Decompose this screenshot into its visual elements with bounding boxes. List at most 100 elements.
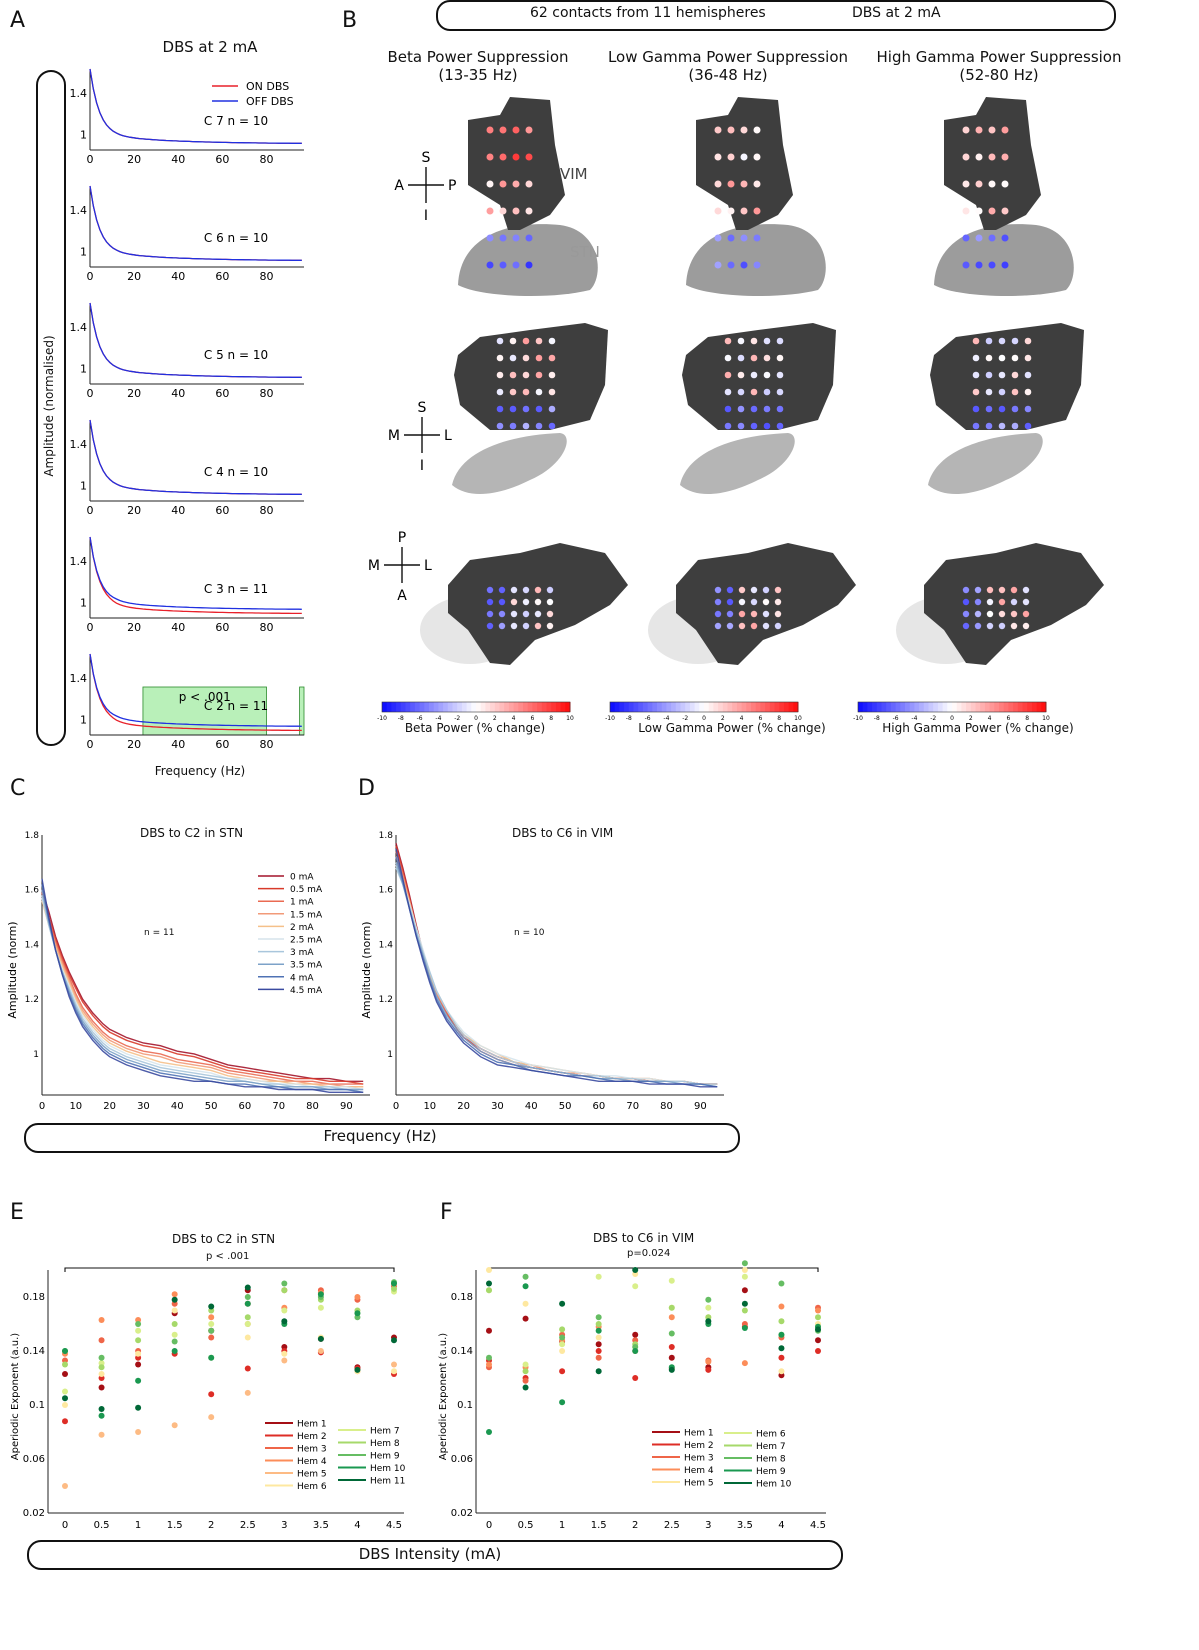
xtick-label: 3 <box>705 1520 711 1531</box>
colorbar-segment <box>727 702 733 712</box>
legend-label: Hem 9 <box>756 1467 786 1477</box>
contact-point <box>724 371 732 379</box>
colorbar-tick: 6 <box>758 715 762 722</box>
contact-point <box>512 153 520 161</box>
scatter-point <box>98 1370 105 1377</box>
ytick-label: 1.2 <box>25 995 39 1005</box>
contact-point <box>972 354 980 362</box>
contact-point <box>534 598 542 606</box>
colorbar-segment <box>970 702 976 712</box>
contact-point <box>972 371 980 379</box>
colorbar-segment <box>610 702 616 712</box>
contact-point <box>738 586 746 594</box>
panel-b-header-right: DBS at 2 mA <box>852 5 941 21</box>
contact-point <box>1024 337 1032 345</box>
significance-bracket <box>64 1267 395 1272</box>
contact-point <box>509 371 517 379</box>
scatter-point <box>391 1337 397 1344</box>
scatter-point <box>317 1291 324 1298</box>
xtick-label: 20 <box>127 387 141 400</box>
legend-label: Hem 1 <box>684 1429 714 1439</box>
contact-point <box>499 261 507 269</box>
colorbar-tick: 4 <box>988 715 992 722</box>
contact-point <box>486 586 494 594</box>
scatter-point <box>244 1284 251 1291</box>
subplot-label: C 7 n = 10 <box>204 114 268 128</box>
contact-point <box>962 610 970 618</box>
xtick-label: 60 <box>215 621 229 634</box>
direction-label-right: P <box>448 178 456 194</box>
direction-label-left: M <box>388 428 400 444</box>
significance-box-edge <box>299 686 305 736</box>
contact-point <box>714 622 722 630</box>
scatter-point <box>486 1287 492 1294</box>
panel-ef-xlabel: DBS Intensity (mA) <box>358 1545 502 1563</box>
contact-point <box>496 371 504 379</box>
xtick-label: 80 <box>259 387 273 400</box>
series-line <box>41 897 364 1091</box>
scatter-point <box>559 1348 566 1354</box>
cbar-label-high-gamma: High Gamma Power (% change) <box>882 721 1074 735</box>
col-title-low-gamma: Low Gamma Power Suppression <box>607 48 849 66</box>
contact-point <box>750 422 758 430</box>
contact-point <box>962 126 970 134</box>
contact-point <box>509 337 517 345</box>
xtick-label: 20 <box>127 270 141 283</box>
scatter-point <box>595 1314 602 1321</box>
legend-label: Hem 2 <box>297 1432 327 1442</box>
scatter-point <box>244 1389 251 1396</box>
ytick-label: 1 <box>80 713 87 726</box>
scatter-point <box>281 1350 288 1357</box>
contact-point <box>972 422 980 430</box>
contact-point <box>546 598 554 606</box>
scatter-point <box>171 1291 178 1298</box>
contact-point <box>714 610 722 618</box>
contact-point <box>522 598 530 606</box>
contact-point <box>522 354 530 362</box>
contact-point <box>726 586 734 594</box>
scatter-point <box>244 1321 251 1327</box>
contact-point <box>486 610 494 618</box>
scatter-point <box>62 1483 68 1489</box>
scatter-point <box>778 1318 785 1325</box>
contact-point <box>776 422 784 430</box>
contact-point <box>1024 422 1032 430</box>
ytick-label: 1 <box>80 479 87 492</box>
xtick-label: 80 <box>259 504 273 517</box>
colorbar-segment <box>546 702 552 712</box>
colorbar-segment <box>499 702 505 712</box>
scatter-point <box>778 1331 785 1338</box>
colorbar-segment <box>689 702 696 712</box>
colorbar-segment <box>424 702 430 712</box>
contact-point <box>737 422 745 430</box>
colorbar-segment <box>928 702 934 712</box>
legend-label: 4 mA <box>290 973 314 983</box>
contact-point <box>974 622 982 630</box>
colorbar-segment <box>952 702 958 712</box>
xtick-label: 30 <box>137 1101 150 1112</box>
xtick-label: 80 <box>306 1101 319 1112</box>
contact-point <box>486 261 494 269</box>
contact-point <box>486 207 494 215</box>
colorbar-segment <box>685 702 691 712</box>
colorbar-segment <box>555 702 562 712</box>
contact-point <box>762 586 770 594</box>
xtick-label: 20 <box>127 621 141 634</box>
contact-point <box>986 622 994 630</box>
vim-shape <box>930 323 1084 430</box>
colorbar-segment <box>989 702 995 712</box>
xtick-label: 4.5 <box>386 1520 402 1531</box>
contact-point <box>1024 354 1032 362</box>
scatter-point <box>522 1273 529 1280</box>
xtick-label: 0.5 <box>94 1520 110 1531</box>
on-dbs-line <box>89 185 302 261</box>
ytick-label: 1 <box>33 1050 39 1060</box>
contact-point <box>762 598 770 606</box>
chart-ylabel: Aperiodic Exponent (a.u.) <box>438 1333 449 1461</box>
colorbar-tick: -8 <box>626 715 632 722</box>
legend-label: Hem 2 <box>684 1441 714 1451</box>
colorbar-tick: 2 <box>969 715 973 722</box>
colorbar-segment <box>523 702 529 712</box>
panel-a-ylabel: Amplitude (normalised) <box>42 335 56 477</box>
contact-point <box>486 153 494 161</box>
